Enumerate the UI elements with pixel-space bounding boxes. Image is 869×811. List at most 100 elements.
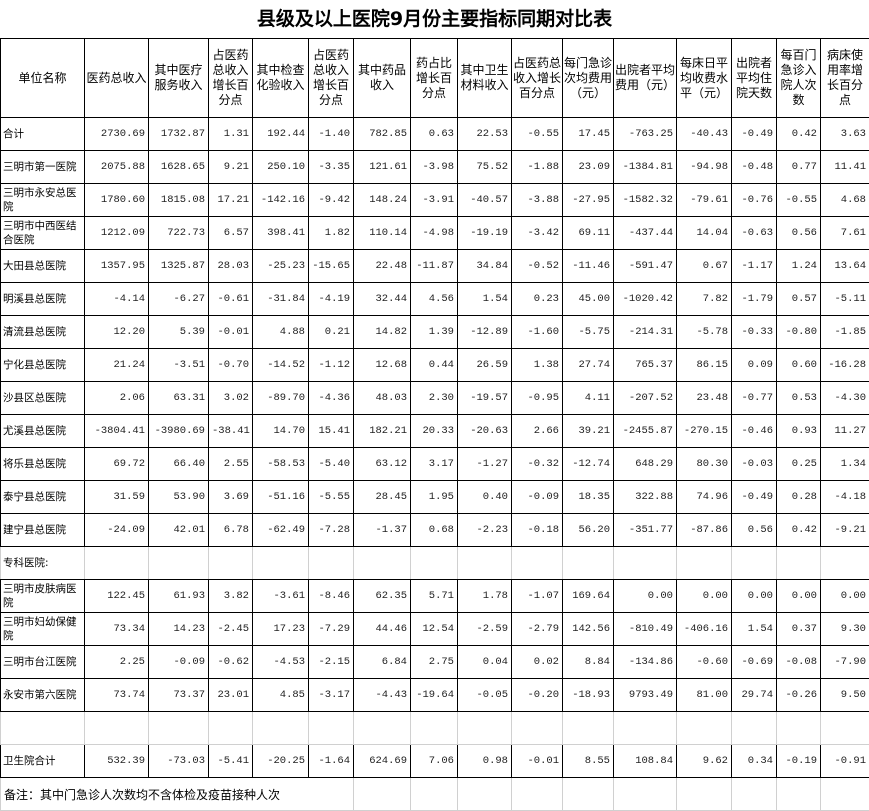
value-cell: 0.44 <box>410 348 458 382</box>
column-header: 病床使用率增长百分点 <box>820 38 869 118</box>
empty-cell <box>0 711 85 745</box>
value-cell: -89.70 <box>252 381 309 415</box>
value-cell: 28.45 <box>353 480 411 514</box>
value-cell: 398.41 <box>252 216 309 250</box>
value-cell: -14.52 <box>252 348 309 382</box>
value-cell: 17.45 <box>562 117 614 151</box>
value-cell: 7.06 <box>410 744 458 778</box>
value-cell: -0.03 <box>731 447 777 481</box>
value-cell: 0.60 <box>776 348 821 382</box>
value-cell: 14.04 <box>676 216 732 250</box>
empty-cell <box>208 546 253 580</box>
value-cell: -0.20 <box>511 678 563 712</box>
value-cell: 5.39 <box>148 315 209 349</box>
value-cell: 3.69 <box>208 480 253 514</box>
value-cell: 12.54 <box>410 612 458 646</box>
value-cell: 62.35 <box>353 579 411 613</box>
value-cell: -12.74 <box>562 447 614 481</box>
value-cell: 73.74 <box>84 678 149 712</box>
value-cell: 9.30 <box>820 612 869 646</box>
value-cell: 1732.87 <box>148 117 209 151</box>
value-cell: 11.27 <box>820 414 869 448</box>
value-cell: 8.84 <box>562 645 614 679</box>
value-cell: 0.67 <box>676 249 732 283</box>
value-cell: 108.84 <box>613 744 677 778</box>
value-cell: -27.95 <box>562 183 614 217</box>
table-row: 清流县总医院 12.20 5.39 -0.01 4.88 0.21 14.82 1.39 -12… <box>0 315 869 349</box>
value-cell: 0.21 <box>308 315 354 349</box>
value-cell: -1384.81 <box>613 150 677 184</box>
value-cell: -1.40 <box>308 117 354 151</box>
value-cell: 14.23 <box>148 612 209 646</box>
value-cell: -3.61 <box>252 579 309 613</box>
value-cell: 192.44 <box>252 117 309 151</box>
empty-cell <box>562 546 614 580</box>
empty-cell <box>820 777 869 811</box>
value-cell: -20.63 <box>457 414 512 448</box>
value-cell: 9.62 <box>676 744 732 778</box>
value-cell: -3.91 <box>410 183 458 217</box>
value-cell: 1.54 <box>731 612 777 646</box>
value-cell: 48.03 <box>353 381 411 415</box>
value-cell: 0.53 <box>776 381 821 415</box>
value-cell: -11.46 <box>562 249 614 283</box>
empty-cell <box>308 546 354 580</box>
value-cell: 1815.08 <box>148 183 209 217</box>
value-cell: 0.40 <box>457 480 512 514</box>
table-row: 大田县总医院 1357.95 1325.87 28.03 -25.23 -15.65 22.… <box>0 249 869 283</box>
blank-row <box>0 711 869 745</box>
footnote: 备注：其中门急诊人次数均不含体检及疫苗接种人次 <box>0 777 354 811</box>
value-cell: 9793.49 <box>613 678 677 712</box>
value-cell: 1.78 <box>457 579 512 613</box>
value-cell: 73.37 <box>148 678 209 712</box>
value-cell: 6.57 <box>208 216 253 250</box>
value-cell: 0.00 <box>820 579 869 613</box>
value-cell: 13.64 <box>820 249 869 283</box>
value-cell: 31.59 <box>84 480 149 514</box>
empty-cell <box>776 711 821 745</box>
empty-cell <box>353 711 411 745</box>
empty-cell <box>353 777 411 811</box>
value-cell: -0.46 <box>731 414 777 448</box>
value-cell: 2075.88 <box>84 150 149 184</box>
value-cell: -2.45 <box>208 612 253 646</box>
column-header: 其中卫生材料收入 <box>457 38 512 118</box>
value-cell: -4.19 <box>308 282 354 316</box>
empty-cell <box>511 777 563 811</box>
empty-cell <box>676 546 732 580</box>
value-cell: 73.34 <box>84 612 149 646</box>
value-cell: -5.78 <box>676 315 732 349</box>
value-cell: -5.40 <box>308 447 354 481</box>
value-cell: 53.90 <box>148 480 209 514</box>
value-cell: 0.28 <box>776 480 821 514</box>
value-cell: 1.54 <box>457 282 512 316</box>
value-cell: 182.21 <box>353 414 411 448</box>
value-cell: 22.48 <box>353 249 411 283</box>
value-cell: -3.17 <box>308 678 354 712</box>
empty-cell <box>776 546 821 580</box>
value-cell: -1.07 <box>511 579 563 613</box>
value-cell: 23.01 <box>208 678 253 712</box>
value-cell: 1.38 <box>511 348 563 382</box>
value-cell: -9.42 <box>308 183 354 217</box>
column-header: 其中检查化验收入 <box>252 38 309 118</box>
value-cell: -0.80 <box>776 315 821 349</box>
value-cell: 782.85 <box>353 117 411 151</box>
value-cell: -73.03 <box>148 744 209 778</box>
value-cell: 14.82 <box>353 315 411 349</box>
value-cell: 4.85 <box>252 678 309 712</box>
empty-cell <box>562 711 614 745</box>
value-cell: 42.01 <box>148 513 209 547</box>
indicator-table: 单位名称 医药总收入 其中医疗服务收入 占医药总收入增长百分点 其中检查化验收入 占医药总… <box>0 38 869 811</box>
value-cell: -0.69 <box>731 645 777 679</box>
value-cell: -1.37 <box>353 513 411 547</box>
value-cell: -0.95 <box>511 381 563 415</box>
value-cell: -40.57 <box>457 183 512 217</box>
value-cell: -5.11 <box>820 282 869 316</box>
value-cell: -0.33 <box>731 315 777 349</box>
value-cell: 0.68 <box>410 513 458 547</box>
value-cell: 765.37 <box>613 348 677 382</box>
value-cell: -0.77 <box>731 381 777 415</box>
unit-name-cell: 沙县区总医院 <box>0 381 85 415</box>
value-cell: 56.20 <box>562 513 614 547</box>
